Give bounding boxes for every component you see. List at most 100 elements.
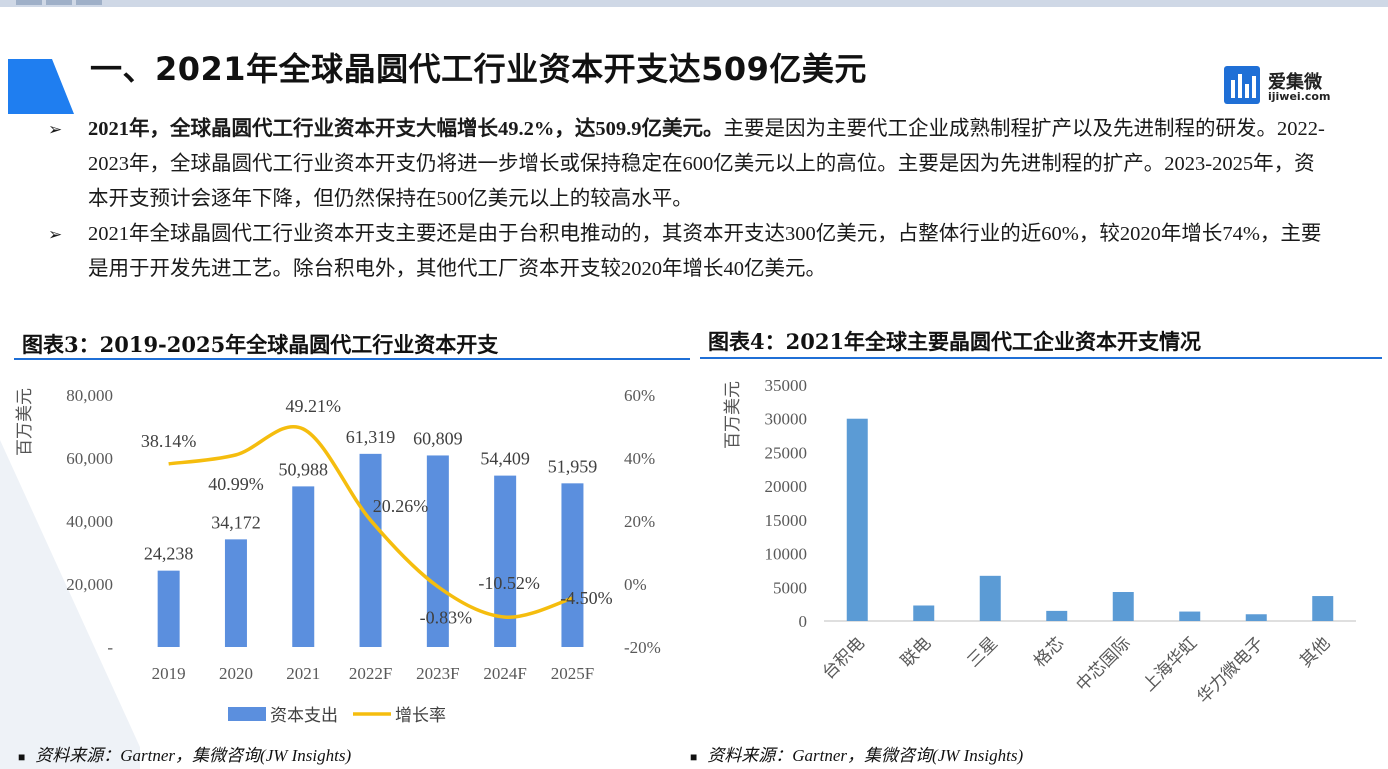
growth-rate-line: [168, 425, 573, 619]
x-tick-label: 2024F: [483, 664, 526, 683]
bar-capex: [913, 605, 935, 621]
y-tick-label: 15000: [765, 511, 808, 530]
bar-value-label: 50,988: [279, 459, 329, 479]
chart-3-title-rule: [14, 358, 690, 360]
y-tick-label: 10000: [765, 545, 808, 564]
bar-capex: [292, 486, 315, 647]
top-bar: [0, 0, 1388, 7]
bar-value-label: 61,319: [346, 427, 396, 447]
square-bullet-icon: ■: [690, 750, 698, 764]
y2-tick-label: 60%: [624, 386, 655, 405]
bar-value-label: 51,959: [548, 456, 598, 476]
y-tick-label: 30000: [765, 410, 808, 429]
bullet-item: ➢ 2021年全球晶圆代工行业资本开支主要还是由于台积电推动的，其资本开支达300…: [44, 217, 1334, 287]
top-tab: [16, 0, 42, 5]
y-tick-label: 20,000: [66, 575, 113, 594]
x-tick-label: 2025F: [551, 664, 594, 683]
bar-value-label: 34,172: [211, 512, 261, 532]
top-tab: [76, 0, 102, 5]
y-axis-label: 百万美元: [723, 381, 742, 449]
x-tick-label: 2021: [286, 664, 320, 683]
y2-tick-label: 20%: [624, 512, 655, 531]
bar-value-label: 24,238: [144, 544, 194, 564]
x-tick-label: 其他: [1296, 633, 1333, 670]
y-tick-label: 20000: [765, 477, 808, 496]
x-tick-label: 台积电: [819, 633, 868, 682]
bar-capex: [1112, 592, 1134, 621]
y-axis-label: 百万美元: [15, 388, 34, 456]
logo-url: ijiwei.com: [1268, 90, 1331, 103]
title-accent-shape: [8, 59, 74, 114]
bullet-item: ➢ 2021年，全球晶圆代工行业资本开支大幅增长49.2%，达509.9亿美元。主…: [44, 112, 1334, 217]
bar-value-label: 60,809: [413, 428, 463, 448]
chart-4-title: 图表4：2021年全球主要晶圆代工企业资本开支情况: [708, 329, 1202, 354]
legend-label-bar: 资本支出: [270, 706, 338, 725]
bar-capex: [426, 455, 449, 647]
line-value-label: -0.83%: [420, 608, 473, 628]
arrow-bullet-icon: ➢: [48, 225, 63, 244]
corner-decoration: [0, 59, 140, 769]
bar-value-label: 54,409: [480, 449, 530, 469]
bullet-text: 主要是因为主要代工企业成熟制程扩产以及先进制程的研发。2022-2023年，全球…: [88, 118, 1325, 210]
legend-label-line: 增长率: [395, 706, 446, 725]
chart-3-title: 图表3：2019-2025年全球晶圆代工行业资本开支: [22, 332, 499, 357]
y-tick-label: 60,000: [66, 449, 113, 468]
bar-capex: [1245, 614, 1267, 621]
logo-mark: [1224, 66, 1260, 104]
y-tick-label: 40,000: [66, 512, 113, 531]
bar-capex: [561, 483, 584, 647]
y2-tick-label: 0%: [624, 575, 647, 594]
bullet-list: ➢ 2021年，全球晶圆代工行业资本开支大幅增长49.2%，达509.9亿美元。主…: [44, 112, 1334, 287]
jiwei-logo: 爱集微 ijiwei.com: [1224, 66, 1334, 106]
line-value-label: 40.99%: [208, 474, 264, 494]
source-text: 资料来源：Gartner，集微咨询(JW Insights): [35, 746, 352, 765]
foundry-capex-bar-chart: 百万美元 0 5000 10000 15000 20000 25000 30000 35000 台…: [723, 376, 1356, 707]
line-value-label: -10.52%: [478, 573, 540, 593]
square-bullet-icon: ■: [18, 750, 26, 764]
x-tick-label: 联电: [897, 633, 934, 670]
y2-tick-label: 40%: [624, 449, 655, 468]
y-tick-label: 35000: [765, 376, 808, 395]
y-tick-label: 5000: [773, 578, 807, 597]
x-tick-label: 2023F: [416, 664, 459, 683]
source-note-left: ■ 资料来源：Gartner，集微咨询(JW Insights): [18, 741, 351, 766]
top-tab: [46, 0, 72, 5]
line-value-label: 38.14%: [141, 431, 197, 451]
y2-tick-label: -20%: [624, 638, 661, 657]
arrow-bullet-icon: ➢: [48, 120, 63, 139]
bar-capex: [1046, 610, 1068, 621]
line-value-label: 20.26%: [373, 496, 429, 516]
y-tick-label: 80,000: [66, 386, 113, 405]
line-value-label: 49.21%: [286, 396, 342, 416]
bullet-text: 2021年全球晶圆代工行业资本开支主要还是由于台积电推动的，其资本开支达300亿…: [88, 223, 1322, 280]
page-title: 一、2021年全球晶圆代工行业资本开支达509亿美元: [90, 50, 867, 88]
logo-text: 爱集微: [1268, 72, 1322, 93]
x-tick-label: 格芯: [1030, 633, 1067, 670]
bar-capex: [157, 570, 180, 647]
y-tick-label: 0: [799, 612, 808, 631]
bar-capex: [1312, 596, 1334, 621]
x-tick-label: 上海华虹: [1139, 633, 1201, 695]
x-tick-label: 中芯国际: [1073, 633, 1135, 695]
bar-capex: [1179, 611, 1201, 621]
bar-capex: [494, 475, 517, 647]
chart-4-title-rule: [700, 357, 1382, 359]
bar-capex: [979, 575, 1001, 621]
source-text: 资料来源：Gartner，集微咨询(JW Insights): [707, 746, 1024, 765]
y-tick-label: 25000: [765, 443, 808, 462]
x-tick-label: 三星: [964, 633, 1001, 670]
source-note-right: ■ 资料来源：Gartner，集微咨询(JW Insights): [690, 741, 1023, 766]
x-tick-label: 2020: [219, 664, 253, 683]
x-tick-label: 2019: [152, 664, 186, 683]
bar-capex: [359, 453, 382, 647]
legend-swatch-bar: [228, 707, 266, 721]
bar-capex: [846, 418, 868, 621]
capex-combo-chart: 百万美元 - 20,000 40,000 60,000 80,000 -20% 0% 20% 40…: [15, 386, 661, 725]
y-tick-label: -: [107, 638, 113, 657]
background-triangle: [0, 440, 140, 769]
bullet-bold-text: 2021年，全球晶圆代工行业资本开支大幅增长49.2%，达509.9亿美元。: [88, 118, 724, 140]
line-value-label: -4.50%: [560, 588, 613, 608]
x-tick-label: 华力微电子: [1194, 633, 1268, 707]
x-tick-label: 2022F: [349, 664, 392, 683]
bar-capex: [224, 539, 247, 647]
